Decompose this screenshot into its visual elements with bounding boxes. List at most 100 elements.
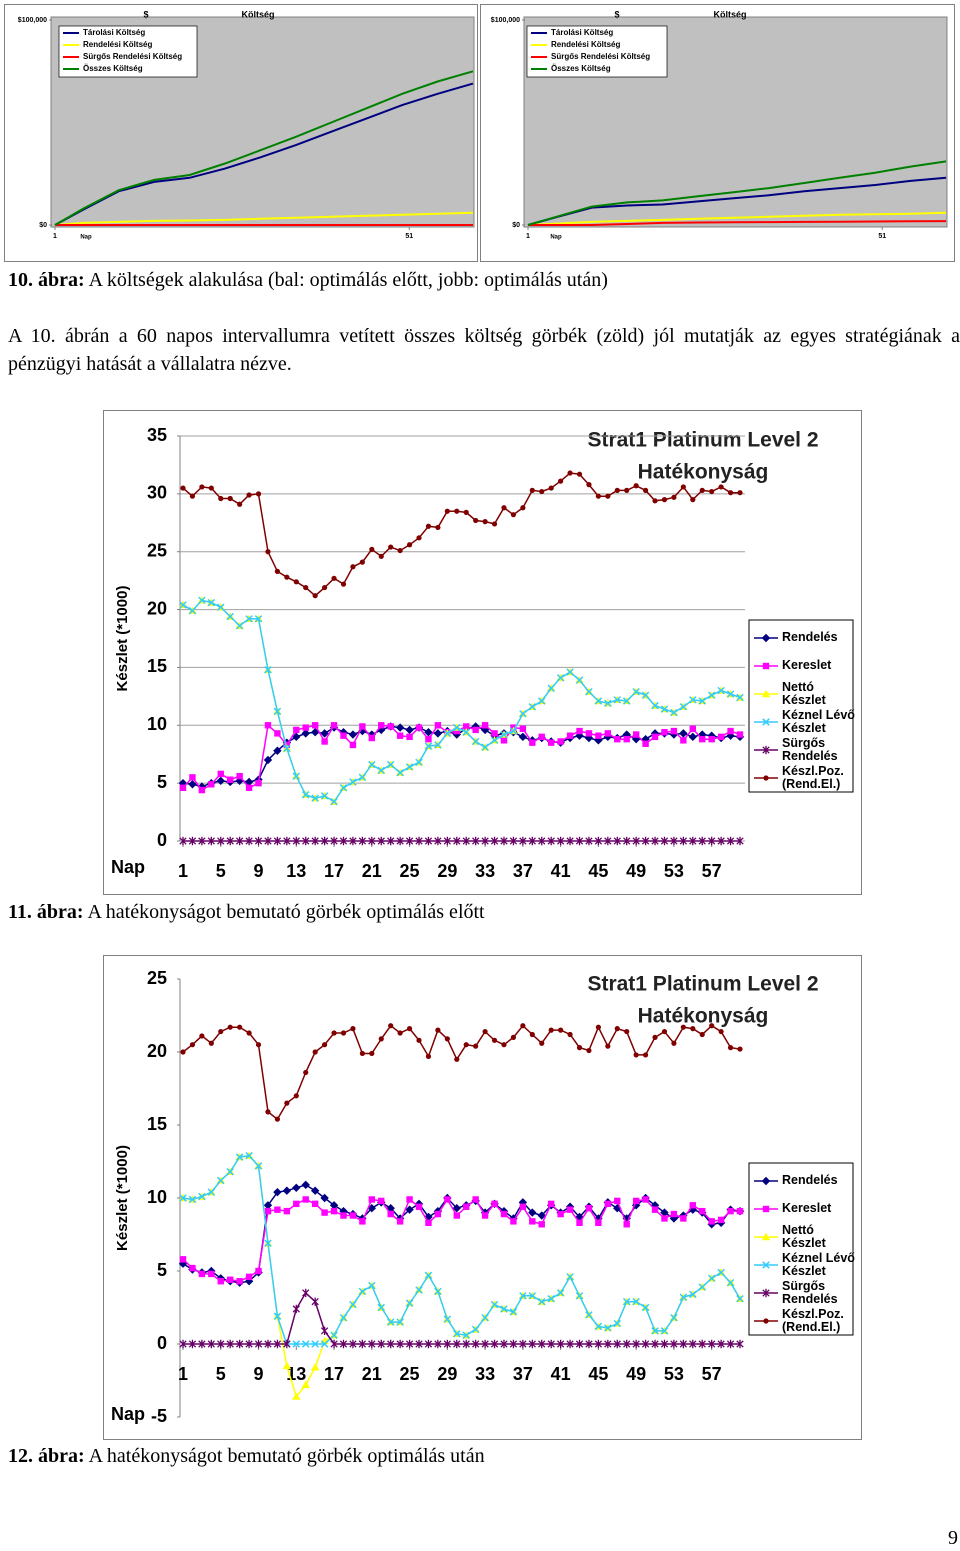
data-point bbox=[273, 1339, 282, 1349]
y-tick-label: 35 bbox=[147, 425, 167, 445]
data-point bbox=[727, 1207, 734, 1215]
data-point bbox=[651, 733, 659, 741]
data-point bbox=[378, 1036, 384, 1042]
series-line bbox=[54, 211, 474, 226]
data-point bbox=[585, 1311, 593, 1319]
data-point bbox=[311, 836, 319, 846]
data-point bbox=[556, 1339, 565, 1349]
chart-title: Költség bbox=[713, 9, 746, 19]
legend-marker bbox=[762, 745, 770, 755]
data-point bbox=[377, 766, 385, 775]
data-point bbox=[736, 693, 744, 702]
data-point bbox=[189, 493, 196, 499]
data-point bbox=[425, 1219, 432, 1227]
data-point bbox=[604, 699, 612, 708]
y-tick-label: 25 bbox=[147, 968, 167, 988]
data-point bbox=[472, 726, 479, 734]
data-point bbox=[339, 784, 348, 792]
data-point bbox=[500, 737, 508, 744]
data-point bbox=[350, 1026, 356, 1032]
data-point bbox=[595, 493, 601, 499]
data-point bbox=[284, 1100, 290, 1106]
y-tick-label: 20 bbox=[147, 598, 167, 618]
data-point bbox=[623, 735, 630, 743]
data-point bbox=[463, 723, 470, 730]
data-point bbox=[405, 725, 414, 735]
data-point bbox=[311, 722, 319, 729]
data-point bbox=[490, 1339, 499, 1349]
data-point bbox=[405, 836, 414, 846]
x-tick-label: 53 bbox=[664, 1364, 684, 1384]
data-point bbox=[415, 1339, 423, 1349]
data-point bbox=[405, 1299, 414, 1307]
data-point bbox=[301, 790, 310, 799]
data-point bbox=[585, 1339, 593, 1349]
data-point bbox=[369, 546, 375, 552]
data-point bbox=[501, 1042, 507, 1048]
data-point bbox=[727, 490, 734, 496]
data-point bbox=[529, 1218, 536, 1225]
data-point bbox=[566, 732, 574, 739]
data-point bbox=[368, 1281, 376, 1290]
data-point bbox=[567, 1031, 573, 1038]
data-point bbox=[538, 1221, 545, 1228]
data-point bbox=[273, 1312, 282, 1320]
data-point bbox=[274, 730, 281, 737]
legend-marker bbox=[762, 1288, 770, 1298]
data-point bbox=[670, 1313, 678, 1322]
data-point bbox=[604, 1200, 612, 1208]
data-point bbox=[321, 1209, 328, 1216]
data-point bbox=[208, 1270, 215, 1278]
data-point bbox=[727, 1045, 734, 1051]
data-point bbox=[539, 488, 545, 495]
y-tick-label: 5 bbox=[157, 1260, 167, 1280]
data-point bbox=[339, 836, 348, 846]
data-point bbox=[623, 1221, 630, 1228]
legend-label: Rendelés bbox=[782, 1173, 838, 1187]
data-point bbox=[284, 574, 290, 580]
data-point bbox=[698, 1339, 706, 1349]
data-point bbox=[519, 1203, 527, 1210]
series-line bbox=[527, 160, 947, 226]
data-point bbox=[509, 1339, 518, 1349]
data-point bbox=[614, 487, 620, 493]
y-tick-label: 20 bbox=[147, 1041, 167, 1061]
data-point bbox=[293, 726, 300, 734]
data-point bbox=[188, 1195, 197, 1204]
data-point bbox=[245, 615, 253, 623]
data-point bbox=[227, 495, 233, 502]
data-point bbox=[509, 836, 518, 846]
data-point bbox=[547, 684, 555, 692]
data-point bbox=[717, 836, 725, 846]
data-point bbox=[708, 836, 716, 846]
data-point bbox=[576, 471, 583, 477]
data-point bbox=[301, 1180, 310, 1190]
data-point bbox=[519, 1292, 527, 1300]
data-point bbox=[254, 836, 263, 846]
data-point bbox=[689, 696, 697, 704]
legend-box bbox=[526, 25, 668, 78]
x-tick-label: 45 bbox=[588, 1364, 608, 1384]
data-point bbox=[463, 509, 469, 515]
data-point bbox=[273, 1187, 282, 1197]
data-point bbox=[320, 1193, 329, 1203]
data-point bbox=[302, 836, 310, 846]
data-point bbox=[491, 521, 498, 527]
data-point bbox=[594, 697, 603, 705]
data-point bbox=[680, 484, 686, 490]
legend-marker bbox=[763, 775, 769, 781]
data-point bbox=[303, 1069, 309, 1076]
data-point bbox=[595, 1219, 602, 1227]
x-tick-label: 21 bbox=[362, 861, 382, 881]
data-point bbox=[264, 836, 272, 846]
data-point bbox=[622, 1297, 631, 1306]
data-point bbox=[387, 1339, 395, 1349]
data-point bbox=[368, 1339, 376, 1349]
y-axis-label: Készlet (*1000) bbox=[114, 586, 131, 692]
data-point bbox=[425, 1053, 432, 1059]
data-point bbox=[322, 584, 328, 591]
x-tick-label: 29 bbox=[437, 861, 457, 881]
data-point bbox=[472, 1196, 479, 1203]
data-point bbox=[434, 741, 442, 749]
data-point bbox=[199, 1033, 205, 1039]
